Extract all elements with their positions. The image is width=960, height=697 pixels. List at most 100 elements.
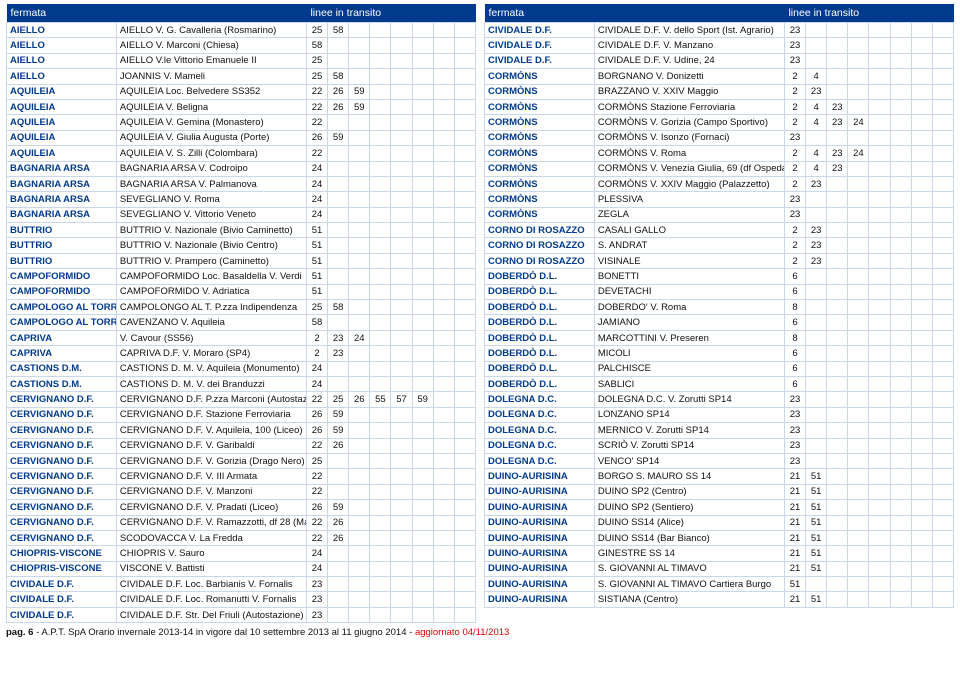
cell-line xyxy=(349,407,370,422)
cell-fermata: BAGNARIA ARSA xyxy=(7,207,117,222)
cell-line xyxy=(349,546,370,561)
cell-line xyxy=(890,361,911,376)
cell-line xyxy=(911,176,932,191)
cell-line xyxy=(391,423,412,438)
cell-line xyxy=(911,99,932,114)
cell-line xyxy=(412,253,433,268)
cell-line xyxy=(932,300,953,315)
cell-stop: BORGNANO V. Donizetti xyxy=(594,69,784,84)
cell-fermata: CORMÒNS xyxy=(485,161,595,176)
cell-line xyxy=(827,284,848,299)
cell-line xyxy=(911,392,932,407)
cell-fermata: CAMPOFORMIDO xyxy=(7,284,117,299)
cell-line xyxy=(848,300,869,315)
header-transit: linee in transito xyxy=(784,4,953,23)
cell-line xyxy=(433,38,454,53)
table-row: DUINO-AURISINADUINO SP2 (Centro)2151 xyxy=(485,484,954,499)
cell-line: 2 xyxy=(306,346,327,361)
cell-line xyxy=(827,269,848,284)
cell-fermata: DOBERDÒ D.L. xyxy=(485,300,595,315)
table-row: CORMÒNSPLESSIVA23 xyxy=(485,192,954,207)
cell-line xyxy=(848,130,869,145)
cell-fermata: AQUILEIA xyxy=(7,99,117,114)
table-row: AIELLOJOANNIS V. Mameli2558 xyxy=(7,69,476,84)
table-row: DOBERDÒ D.L.SABLICI6 xyxy=(485,376,954,391)
cell-line xyxy=(454,253,475,268)
cell-line xyxy=(848,376,869,391)
cell-fermata: BUTTRIO xyxy=(7,253,117,268)
cell-line xyxy=(412,315,433,330)
cell-line xyxy=(391,515,412,530)
cell-line xyxy=(827,484,848,499)
table-row: AQUILEIAAQUILEIA Loc. Belvedere SS352222… xyxy=(7,84,476,99)
cell-line xyxy=(827,69,848,84)
cell-line: 26 xyxy=(306,130,327,145)
cell-line xyxy=(454,192,475,207)
cell-line xyxy=(454,315,475,330)
cell-stop: VISINALE xyxy=(594,253,784,268)
table-row: DOLEGNA D.C.SCRIÒ V. Zorutti SP1423 xyxy=(485,438,954,453)
cell-fermata: DUINO-AURISINA xyxy=(485,530,595,545)
cell-fermata: CAMPOFORMIDO xyxy=(7,269,117,284)
cell-line xyxy=(349,146,370,161)
cell-stop: AQUILEIA V. S. Zilli (Colombara) xyxy=(116,146,306,161)
cell-line: 22 xyxy=(306,115,327,130)
cell-line: 21 xyxy=(784,592,805,607)
cell-line xyxy=(433,207,454,222)
cell-line xyxy=(454,161,475,176)
cell-line xyxy=(806,392,827,407)
cell-line xyxy=(433,577,454,592)
cell-fermata: BUTTRIO xyxy=(7,238,117,253)
cell-line xyxy=(328,146,349,161)
cell-stop: CERVIGNANO D.F. V. III Armata xyxy=(116,469,306,484)
cell-line xyxy=(827,361,848,376)
cell-line xyxy=(391,284,412,299)
cell-line: 58 xyxy=(306,315,327,330)
cell-line xyxy=(890,223,911,238)
cell-line xyxy=(869,592,890,607)
cell-line: 23 xyxy=(784,192,805,207)
cell-line xyxy=(848,176,869,191)
cell-line: 24 xyxy=(349,330,370,345)
cell-line xyxy=(911,300,932,315)
cell-line xyxy=(911,284,932,299)
cell-line xyxy=(890,315,911,330)
table-row: BUTTRIOBUTTRIO V. Nazionale (Bivio Camin… xyxy=(7,223,476,238)
cell-line xyxy=(890,438,911,453)
cell-stop: LONZANO SP14 xyxy=(594,407,784,422)
cell-line: 25 xyxy=(306,53,327,68)
cell-line xyxy=(890,253,911,268)
cell-fermata: CORNO DI ROSAZZO xyxy=(485,253,595,268)
cell-stop: CERVIGNANO D.F. V. Gorizia (Drago Nero) xyxy=(116,453,306,468)
cell-fermata: AQUILEIA xyxy=(7,130,117,145)
cell-line xyxy=(433,330,454,345)
cell-line: 55 xyxy=(370,392,391,407)
cell-line xyxy=(412,561,433,576)
cell-line xyxy=(391,438,412,453)
cell-line xyxy=(848,546,869,561)
cell-line xyxy=(370,361,391,376)
cell-line xyxy=(349,607,370,622)
cell-line xyxy=(349,300,370,315)
cell-line xyxy=(433,69,454,84)
cell-line xyxy=(890,546,911,561)
cell-line: 23 xyxy=(806,223,827,238)
cell-line xyxy=(328,192,349,207)
cell-line xyxy=(869,315,890,330)
cell-line xyxy=(848,84,869,99)
cell-line xyxy=(454,546,475,561)
table-row: CAPRIVACAPRIVA D.F. V. Moraro (SP4)223 xyxy=(7,346,476,361)
cell-line: 23 xyxy=(784,53,805,68)
cell-line xyxy=(869,407,890,422)
cell-fermata: CORMÒNS xyxy=(485,84,595,99)
cell-fermata: DUINO-AURISINA xyxy=(485,577,595,592)
cell-line xyxy=(370,300,391,315)
cell-line xyxy=(454,469,475,484)
cell-line xyxy=(349,23,370,38)
cell-line xyxy=(349,53,370,68)
table-row: CERVIGNANO D.F.CERVIGNANO D.F. V. Gorizi… xyxy=(7,453,476,468)
cell-line xyxy=(827,192,848,207)
cell-line xyxy=(890,284,911,299)
cell-line xyxy=(869,69,890,84)
cell-line xyxy=(932,423,953,438)
